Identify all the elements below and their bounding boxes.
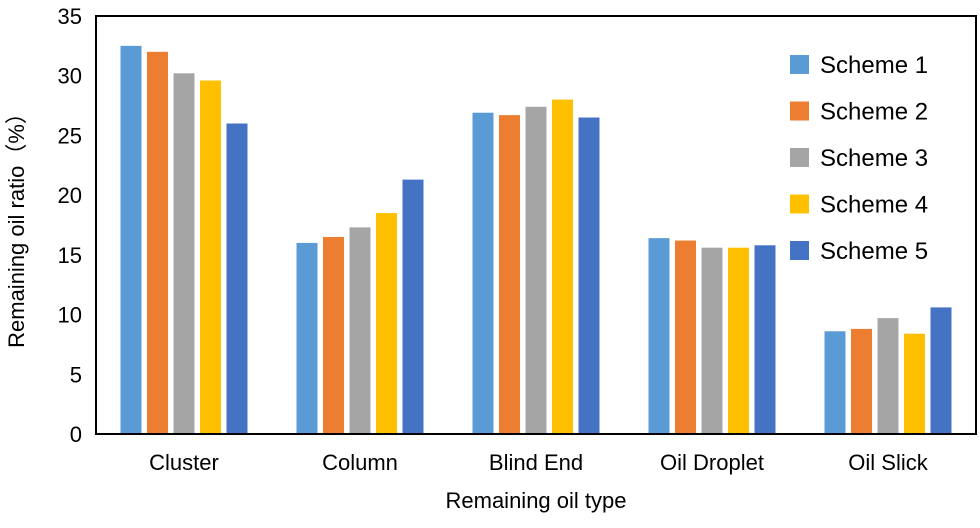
bar-scheme-3-column [349, 227, 371, 434]
y-tick-label: 15 [58, 243, 82, 268]
legend-label: Scheme 1 [820, 52, 928, 79]
bar-scheme-1-oil-slick [824, 331, 846, 434]
bar-scheme-4-oil-droplet [728, 247, 749, 434]
legend-swatch [790, 148, 809, 167]
legend-swatch [790, 241, 809, 260]
legend-label: Scheme 2 [820, 99, 928, 126]
bar-scheme-5-oil-slick [930, 307, 952, 434]
bar-scheme-3-blind-end [525, 106, 547, 434]
bar-scheme-3-oil-slick [877, 318, 899, 434]
bar-scheme-1-blind-end [472, 112, 494, 434]
legend-swatch [790, 55, 809, 74]
bar-scheme-1-column [296, 242, 318, 434]
y-tick-label: 5 [70, 362, 82, 387]
legend-swatch [790, 194, 809, 214]
y-tick-label: 25 [58, 123, 82, 148]
y-tick-label: 0 [70, 422, 82, 447]
bar-scheme-2-blind-end [499, 115, 520, 434]
x-tick-label: Cluster [149, 450, 219, 475]
bar-scheme-3-cluster [173, 73, 195, 434]
bar-scheme-1-oil-droplet [648, 238, 670, 434]
x-tick-label: Column [322, 450, 398, 475]
legend-label: Scheme 5 [820, 238, 928, 265]
bar-scheme-2-cluster [147, 51, 168, 434]
legend: Scheme 1 Scheme 2 Scheme 3 Scheme 4 Scheme 5 [790, 52, 928, 265]
x-tick-label: Oil Droplet [660, 450, 764, 475]
y-axis-label: Remaining oil ratio（%） [4, 102, 29, 348]
y-tick-label: 20 [58, 183, 82, 208]
x-tick-label: Oil Slick [848, 450, 928, 475]
y-axis: 0 5 10 15 20 25 30 35 [58, 4, 82, 447]
legend-label: Scheme 3 [820, 145, 928, 172]
bar-scheme-2-oil-slick [851, 328, 872, 434]
bars [120, 45, 952, 435]
bar-scheme-5-cluster [226, 123, 248, 434]
x-tick-label: Blind End [489, 450, 583, 475]
bar-scheme-2-column [323, 236, 344, 434]
bar-scheme-1-cluster [120, 45, 142, 434]
bar-scheme-4-cluster [200, 80, 221, 435]
legend-swatch [790, 101, 809, 121]
bar-scheme-5-blind-end [578, 117, 600, 434]
legend-label: Scheme 4 [820, 192, 928, 219]
bar-scheme-5-oil-droplet [754, 245, 776, 434]
x-axis: Cluster Column Blind End Oil Droplet Oil Sli… [149, 450, 929, 475]
bar-scheme-4-oil-slick [904, 333, 925, 434]
bar-scheme-3-oil-droplet [701, 247, 723, 434]
x-axis-label: Remaining oil type [446, 488, 627, 513]
bar-scheme-5-column [402, 179, 424, 434]
bar-scheme-4-blind-end [552, 99, 573, 434]
plot-frame [95, 15, 977, 435]
bar-scheme-2-oil-droplet [675, 240, 696, 434]
y-tick-label: 10 [58, 303, 82, 328]
y-tick-label: 30 [58, 64, 82, 89]
bar-scheme-4-column [376, 213, 397, 434]
y-tick-label: 35 [58, 4, 82, 29]
